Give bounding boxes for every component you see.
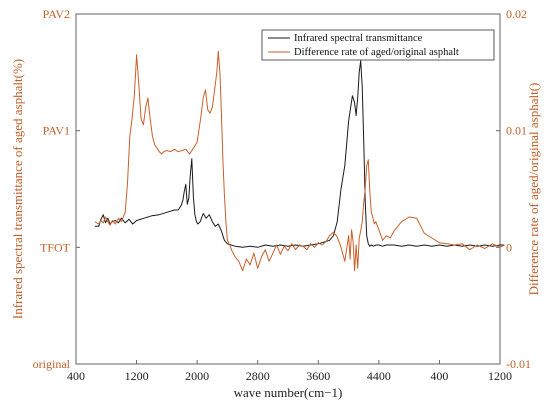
x-tick-label: 1200 xyxy=(125,369,149,383)
y-axis-left-title: Infrared spectral transmittance of aged … xyxy=(10,59,25,319)
x-tick-label: 2800 xyxy=(246,369,270,383)
plot-frame xyxy=(75,13,501,365)
left-tick-labels: original TFOT PAV1 PAV2 xyxy=(33,7,71,371)
x-tick-label: 4400 xyxy=(367,369,391,383)
x-tick-labels: 400 1200 2000 2800 3600 4400 400 1200 xyxy=(67,369,512,383)
legend-label-difference: Difference rate of aged/original asphalt xyxy=(294,47,459,58)
y-left-tick-label: TFOT xyxy=(40,240,71,254)
legend-label-transmittance: Infrared spectral transmittance xyxy=(294,33,423,44)
series-lines xyxy=(94,50,505,272)
y-right-tick-label: 0.01 xyxy=(506,124,527,138)
y-right-tick-label: -0.01 xyxy=(506,357,531,371)
x-tick-label: 2000 xyxy=(185,369,209,383)
y-right-tick-label: 0.02 xyxy=(506,7,527,21)
x-tick-label: 1200 xyxy=(488,369,512,383)
x-tick-label: 3600 xyxy=(306,369,330,383)
y-left-tick-label: PAV1 xyxy=(43,124,70,138)
series-line-difference xyxy=(94,50,505,272)
y-left-tick-label: PAV2 xyxy=(43,7,70,21)
tick-marks xyxy=(75,13,501,365)
y-left-tick-label: original xyxy=(33,357,71,371)
y-axis-right-title: Difference rate of aged/original asphalt… xyxy=(526,83,541,296)
series-line-transmittance xyxy=(94,60,505,248)
legend-box xyxy=(261,29,495,61)
legend: Infrared spectral transmittance Differen… xyxy=(261,29,495,61)
x-axis-title: wave number(cm−1) xyxy=(234,385,343,400)
y-right-tick-label: 0 xyxy=(506,240,512,254)
x-tick-label: 400 xyxy=(67,369,85,383)
x-tick-label: 400 xyxy=(430,369,448,383)
right-tick-labels: -0.01 0 0.01 0.02 xyxy=(506,7,531,371)
